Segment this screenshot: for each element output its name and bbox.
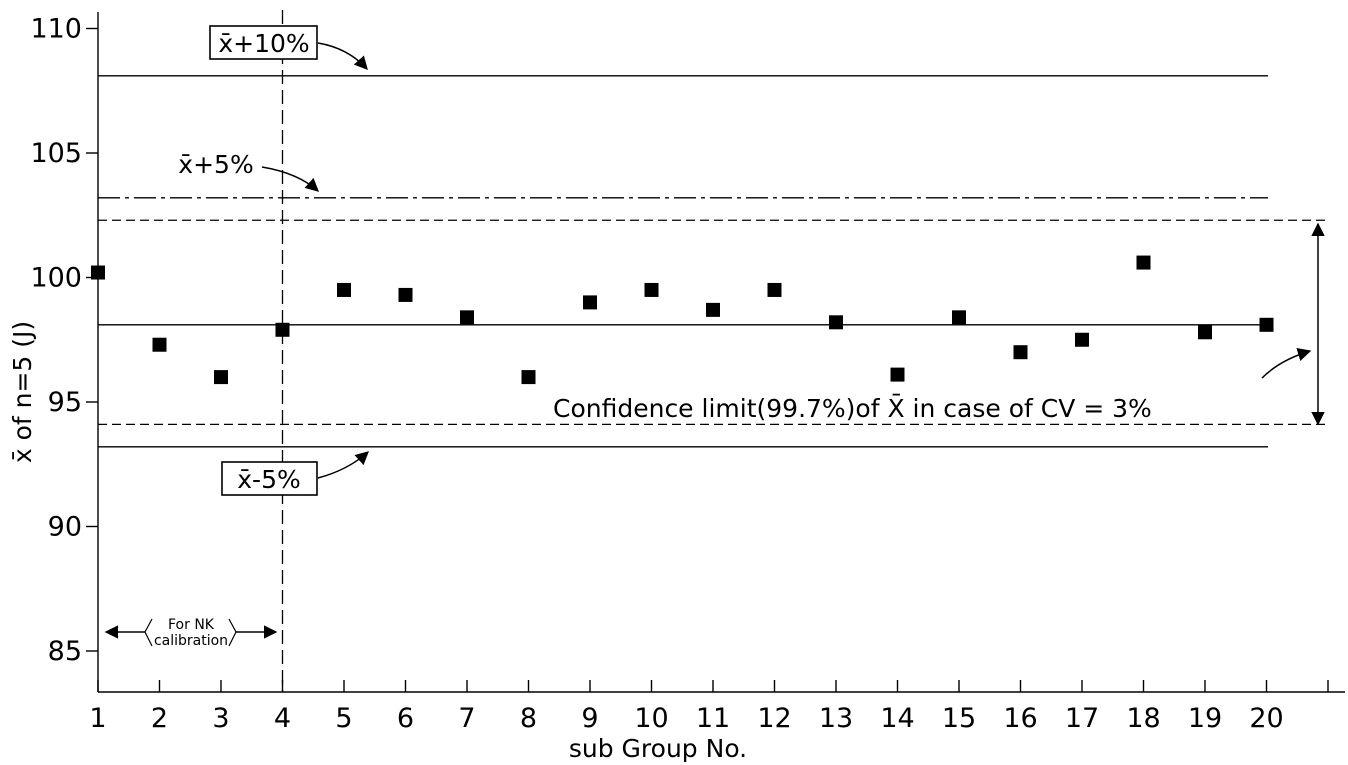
x-tick-label: 20	[1249, 703, 1283, 734]
plus5-arrow	[261, 166, 320, 192]
calibration-bracket-right	[228, 618, 237, 647]
data-point	[583, 295, 597, 310]
x-tick-label: 19	[1188, 703, 1222, 734]
confidence-pointer-arrow	[1261, 348, 1312, 379]
minus5-arrow	[317, 451, 370, 479]
data-point	[890, 367, 905, 382]
calibration-bracket-left	[144, 618, 153, 647]
plus5-label: x̄+5%	[178, 150, 253, 179]
data-point	[152, 337, 167, 352]
data-point	[767, 282, 782, 297]
x-tick-label: 14	[880, 703, 914, 734]
x-axis-title: sub Group No.	[569, 734, 747, 763]
y-tick-label: 100	[30, 263, 82, 294]
data-point	[1013, 345, 1028, 360]
plus10-arrow	[317, 42, 368, 71]
x-tick-label: 8	[520, 703, 537, 734]
data-point	[91, 265, 105, 280]
y-axis-title: x̄ of n=5 (J)	[8, 321, 37, 463]
x-tick-label: 13	[819, 703, 853, 734]
x-tick-label: 11	[696, 703, 730, 734]
minus5-label: x̄-5%	[237, 465, 300, 494]
y-tick-label: 105	[30, 138, 82, 169]
plus10-label: x̄+10%	[218, 29, 309, 58]
x-tick-label: 9	[581, 703, 598, 734]
data-point	[214, 370, 228, 385]
confidence-label: Confidence limit(99.7%)of X̄ in case of …	[553, 393, 1152, 423]
data-point	[1259, 317, 1274, 332]
x-tick-label: 16	[1003, 703, 1037, 734]
y-tick-label: 95	[48, 387, 82, 418]
y-tick-label: 110	[30, 14, 82, 45]
x-tick-label: 2	[151, 703, 168, 734]
minus5-label-box	[221, 461, 318, 496]
x-tick-label: 18	[1126, 703, 1160, 734]
x-tick-label: 15	[942, 703, 976, 734]
calibration-label-line1: For NK	[168, 617, 215, 633]
data-point	[829, 315, 843, 330]
x-tick-label: 1	[89, 703, 106, 734]
data-point	[460, 310, 474, 325]
data-point	[706, 302, 720, 317]
data-point	[952, 310, 966, 325]
data-point	[644, 282, 659, 297]
data-point	[398, 287, 413, 302]
x-tick-label: 10	[634, 703, 668, 734]
x-tick-label: 12	[757, 703, 791, 734]
x-tick-label: 4	[274, 703, 291, 734]
data-point	[1136, 255, 1151, 270]
x-tick-label: 6	[397, 703, 414, 734]
data-point	[275, 322, 290, 337]
calibration-label-line2: calibration	[154, 633, 228, 649]
data-point	[337, 282, 351, 297]
plus10-label-box	[209, 25, 318, 60]
data-point	[1198, 325, 1212, 340]
y-tick-label: 85	[48, 636, 82, 667]
x-tick-label: 17	[1065, 703, 1099, 734]
x-tick-label: 3	[212, 703, 229, 734]
y-tick-label: 90	[48, 512, 82, 543]
x-tick-label: 7	[458, 703, 475, 734]
data-point	[1075, 332, 1089, 347]
x-tick-label: 5	[335, 703, 352, 734]
data-point	[521, 370, 536, 385]
